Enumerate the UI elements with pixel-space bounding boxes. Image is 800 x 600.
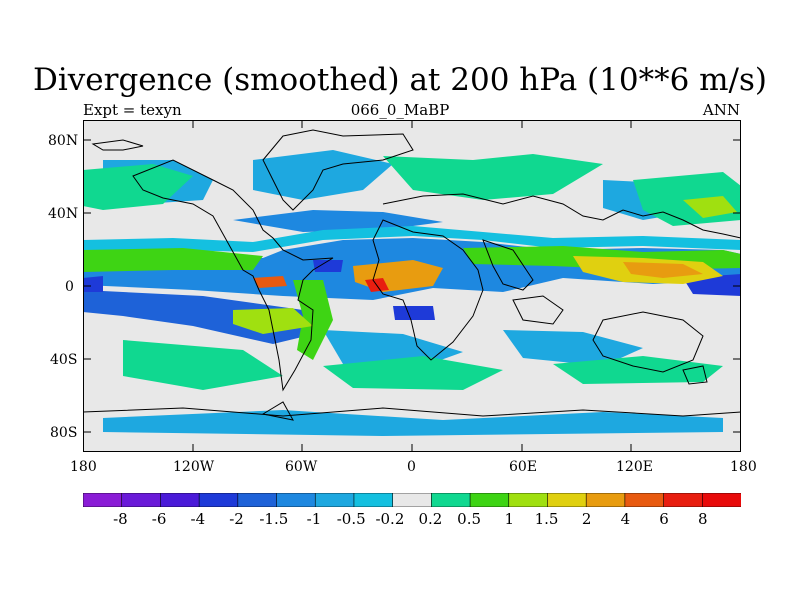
lat-tick-label: 40S: [50, 352, 78, 368]
green-region: [83, 248, 263, 272]
colorbar-swatch: [314, 493, 355, 507]
colorbar-label: -6: [151, 510, 167, 528]
divergence-map: [83, 120, 741, 452]
colorbar-label: -2: [229, 510, 244, 528]
lon-tick-label: 120E: [616, 459, 653, 475]
colorbar-swatch: [431, 493, 471, 507]
colorbar-swatch: [624, 493, 665, 507]
colorbar-label: 6: [659, 510, 669, 528]
blue-region: [393, 306, 435, 320]
colorbar-label: 4: [620, 510, 631, 528]
colorbar-swatch: [237, 493, 278, 507]
cyan-region: [83, 226, 741, 254]
lon-tick-label: 180: [730, 459, 757, 475]
map-tick-marks: [83, 120, 741, 452]
colorbar-label: -4: [190, 510, 206, 528]
colorbar-swatch: [276, 493, 317, 507]
colorbar-swatch: [198, 493, 239, 507]
lon-tick-label: 120W: [173, 459, 215, 475]
green-region: [553, 356, 723, 384]
lon-tick-label: 60W: [285, 459, 318, 475]
experiment-label: Expt = texyn: [83, 101, 182, 119]
colorbar-swatch: [547, 493, 587, 507]
coastline-outlines: [83, 129, 741, 421]
colorbar-swatch: [585, 493, 626, 507]
lat-tick-label: 80N: [48, 133, 79, 149]
colorbar-label: 2: [581, 510, 592, 528]
colorbar-label: 0.2: [418, 510, 443, 528]
colorbar-label: -8: [113, 510, 128, 528]
plot-title: Divergence (smoothed) at 200 hPa (10**6 …: [33, 62, 767, 98]
lon-tick-label: 60E: [509, 459, 538, 475]
green-region: [123, 340, 283, 390]
season-label: ANN: [702, 101, 740, 119]
colorbar: [83, 493, 741, 507]
colorbar-label: 1.5: [534, 510, 559, 528]
yellow-region: [683, 196, 737, 218]
colorbar-swatch: [663, 493, 704, 507]
case-label: 066_0_MaBP: [350, 101, 450, 119]
colorbar-label: 1: [504, 510, 514, 528]
colorbar-swatch: [83, 493, 123, 507]
colorbar-swatch: [160, 493, 200, 507]
orange-region: [623, 262, 703, 278]
blue-region: [313, 260, 343, 272]
colorbar-swatch: [701, 493, 741, 507]
blue-region: [503, 330, 643, 366]
orange-region: [253, 276, 287, 288]
yellow-region: [233, 308, 313, 334]
lat-tick-label: 40N: [48, 206, 79, 222]
lon-tick-label: 180: [70, 459, 97, 475]
colorbar-swatch: [469, 493, 510, 507]
lon-tick-label: 0: [407, 459, 416, 475]
colorbar-swatch: [353, 493, 394, 507]
colorbar-label: -1.5: [259, 510, 289, 528]
colorbar-label: -1: [306, 510, 322, 528]
colorbar-swatch: [508, 493, 549, 507]
green-region: [383, 154, 603, 200]
green-region: [293, 280, 333, 360]
colorbar-label: -0.2: [375, 510, 405, 528]
lat-tick-label: 0: [65, 279, 74, 295]
lat-tick-label: 80S: [50, 425, 78, 441]
green-region: [323, 356, 503, 390]
colorbar-label: -0.5: [336, 510, 366, 528]
colorbar-swatch: [392, 493, 433, 507]
colorbar-swatch: [121, 493, 162, 507]
blue-region: [233, 210, 443, 232]
colorbar-label: 8: [697, 510, 708, 528]
blue-region: [103, 410, 723, 436]
blue-region: [83, 276, 103, 292]
colorbar-label: 0.5: [457, 510, 482, 528]
